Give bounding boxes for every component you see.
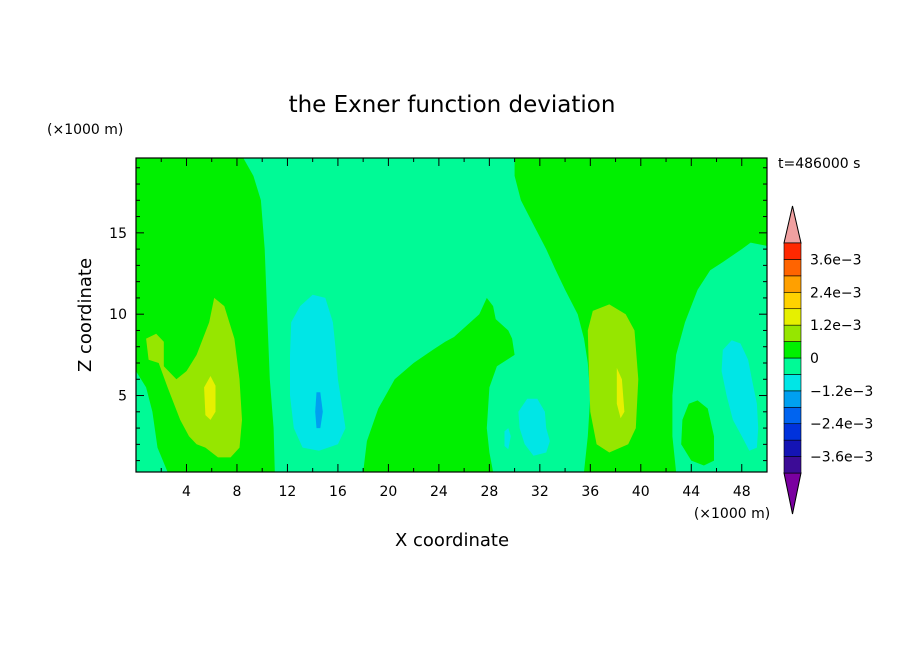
colorbar-swatch (783, 439, 802, 457)
colorbar-swatch (783, 456, 802, 474)
x-tick-label: 24 (430, 484, 448, 500)
colorbar-swatch (783, 259, 802, 277)
region-cyan-center-left (290, 294, 346, 451)
region-yellowgreen-left (146, 297, 242, 458)
x-tick-label: 32 (531, 484, 549, 500)
region-deep-cyan-center-left (315, 392, 323, 429)
plot-frame (135, 157, 768, 473)
y-tick-label: 10 (109, 307, 127, 323)
x-tick-label: 4 (182, 484, 191, 500)
region-green-right-blob (681, 400, 714, 466)
colorbar-swatch (783, 406, 802, 425)
region-cyan-center-right (518, 398, 550, 456)
region-green-middle-band (363, 297, 515, 472)
colorbar-tick-label: −3.6e−3 (810, 450, 873, 466)
colorbar-swatch (783, 275, 802, 293)
region-yellow-right-core (616, 367, 625, 419)
colorbar-swatch (783, 324, 802, 342)
colorbar-bottom-arrow (783, 472, 802, 515)
y-axis-title: Z coordinate (75, 258, 96, 372)
y-unit-label: (×1000 m) (47, 122, 123, 138)
region-cyan-center-small (504, 428, 511, 450)
contour-field (136, 158, 767, 472)
x-tick-label: 36 (581, 484, 599, 500)
colorbar-tick-label: 1.2e−3 (810, 318, 862, 334)
x-tick-label: 16 (329, 484, 347, 500)
x-tick-label: 8 (232, 484, 241, 500)
colorbar-swatch (783, 390, 802, 408)
region-yellow-left-core (204, 376, 216, 420)
x-tick-label: 12 (279, 484, 297, 500)
colorbar-swatch (783, 374, 802, 392)
colorbar-swatch (783, 357, 802, 375)
x-tick-label: 44 (682, 484, 700, 500)
colorbar-swatch (783, 308, 802, 326)
colorbar-tick-label: −1.2e−3 (810, 384, 873, 400)
colorbar-tick-label: 3.6e−3 (810, 252, 862, 268)
x-tick-label: 20 (379, 484, 397, 500)
colorbar: 3.6e−3 2.4e−3 1.2e−3 0 −1.2e−3 −2.4e−3 −3.6e−3 (783, 205, 873, 515)
x-tick-label: 40 (632, 484, 650, 500)
x-unit-label: (×1000 m) (694, 506, 770, 522)
colorbar-swatch (783, 423, 802, 441)
x-axis-title: X coordinate (395, 530, 509, 551)
colorbar-swatch (783, 242, 802, 260)
colorbar-swatch (783, 291, 802, 310)
region-cyan-right (721, 340, 759, 451)
chart-title: the Exner function deviation (289, 92, 616, 118)
colorbar-tick-label: 0 (810, 351, 819, 367)
y-tick-label: 15 (109, 226, 127, 242)
x-tick-label: 48 (733, 484, 751, 500)
region-green-right-band (514, 158, 767, 472)
region-yellowgreen-right (587, 304, 639, 453)
x-tick-label: 28 (480, 484, 498, 500)
y-tick-label: 5 (118, 389, 127, 405)
colorbar-tick-label: 2.4e−3 (810, 285, 862, 301)
colorbar-swatch (783, 341, 802, 359)
time-label: t=486000 s (778, 156, 860, 172)
colorbar-top-arrow (783, 205, 802, 244)
colorbar-tick-label: −2.4e−3 (810, 417, 873, 433)
